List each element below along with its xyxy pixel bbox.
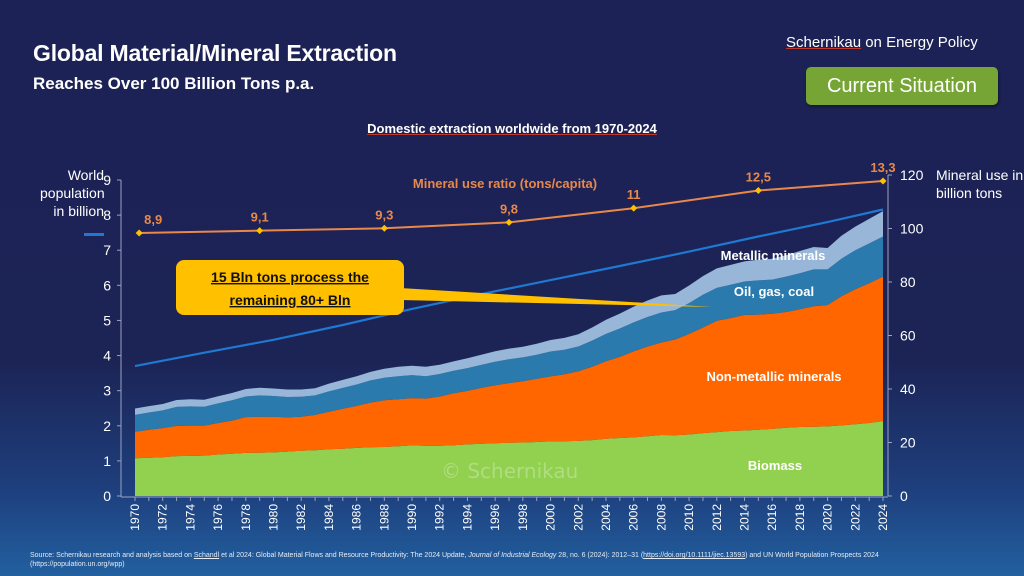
chart-title: Domestic extraction worldwide from 1970-…	[367, 121, 657, 136]
source-journal: Journal of Industrial Ecology	[468, 552, 557, 559]
x-tick-label: 1978	[239, 504, 253, 531]
lines: 8,9 9,1 9,3 9,8 11 12,5 13,3 Mineral use ratio …	[134, 160, 896, 368]
ratio-data-label: 13,3	[870, 160, 895, 175]
x-tick-label: 1994	[460, 504, 474, 531]
x-tick-label: 1974	[183, 504, 197, 531]
stacked-areas	[135, 211, 883, 496]
x-tick-label: 2012	[710, 504, 724, 531]
ratio-data-label: 9,8	[500, 201, 518, 216]
left-tick-label: 4	[103, 348, 111, 364]
population-line	[134, 208, 884, 368]
right-tick-label: 40	[900, 381, 916, 397]
x-tick-label: 1970	[128, 504, 142, 531]
x-tick-label: 2000	[544, 504, 558, 531]
left-tick-label: 2	[103, 418, 111, 434]
page-subtitle: Reaches Over 100 Billion Tons p.a.	[33, 74, 315, 93]
source-details: 28, no. 6 (2024): 2012–31 (	[556, 552, 644, 559]
ratio-data-label: 9,1	[251, 210, 269, 225]
right-axis-label: Mineral use in billion tons	[936, 167, 1024, 201]
x-tick-label: 1990	[405, 504, 419, 531]
right-tick-label: 120	[900, 167, 924, 183]
ratio-marker	[380, 224, 388, 232]
ratio-marker	[879, 177, 887, 185]
ratio-data-label: 9,3	[375, 207, 393, 222]
x-tick-label: 2010	[682, 504, 696, 531]
x-tick-label: 2014	[737, 504, 751, 531]
x-tick-label: 1982	[294, 504, 308, 531]
x-tick-label: 2022	[848, 504, 862, 531]
area-labels: Metallic minerals Oil, gas, coal Non-metal…	[706, 248, 841, 473]
left-tick-label: 6	[103, 277, 111, 293]
callout: 15 Bln tons process the remaining 80+ Bl…	[176, 260, 712, 315]
x-tick-label: 1972	[156, 504, 170, 531]
callout-line-2: remaining 80+ Bln	[230, 292, 351, 308]
x-tick-label: 2024	[876, 504, 890, 531]
ratio-marker	[135, 229, 143, 237]
ratio-data-label: 12,5	[746, 169, 771, 184]
left-tick-label: 5	[103, 312, 111, 328]
ratio-marker	[505, 218, 513, 226]
page-title: Global Material/Mineral Extraction	[33, 40, 397, 66]
area-label: Non-metallic minerals	[706, 369, 841, 384]
ratio-data-label: 8,9	[144, 212, 162, 227]
callout-pointer	[400, 288, 712, 307]
ratio-data-label: 11	[627, 187, 641, 202]
source-line-2[interactable]: (https://population.un.org/wpp)	[30, 561, 125, 568]
current-situation-badge: Current Situation	[806, 67, 998, 105]
x-tick-label: 2004	[599, 504, 613, 531]
x-tick-label: 2008	[654, 504, 668, 531]
source-prefix: Source: Schernikau research and analysis…	[30, 552, 194, 559]
x-tick-label: 1998	[516, 504, 530, 531]
left-tick-label: 0	[103, 488, 111, 504]
left-tick-label: 7	[103, 242, 111, 258]
x-tick-label: 2018	[793, 504, 807, 531]
brand-name: Schernikau	[786, 34, 862, 51]
ratio-marker	[630, 204, 638, 212]
x-tick-label: 1992	[433, 504, 447, 531]
area-label: Biomass	[748, 458, 802, 473]
source-doi-link[interactable]: https://doi.org/10.1111/jiec.13593	[643, 552, 746, 559]
area-biomass	[135, 421, 883, 496]
right-tick-label: 20	[900, 435, 916, 451]
right-tick-label: 100	[900, 221, 924, 237]
x-tick-label: 2020	[821, 504, 835, 531]
right-tick-label: 80	[900, 274, 916, 290]
x-tick-label: 1988	[377, 504, 391, 531]
x-tick-label: 2006	[627, 504, 641, 531]
brand-rest: on Energy Policy	[861, 34, 978, 51]
ratio-marker	[754, 186, 762, 194]
brand-label: Schernikau on Energy Policy	[786, 34, 978, 51]
area-non-metallic-minerals	[135, 276, 883, 459]
source-suffix: ) and UN World Population Prospects 2024	[745, 552, 879, 559]
source-citation: Source: Schernikau research and analysis…	[30, 551, 1010, 569]
left-tick-label: 8	[103, 207, 111, 223]
watermark: © Schernikau	[441, 459, 578, 483]
right-tick-label: 60	[900, 328, 916, 344]
ratio-line-title: Mineral use ratio (tons/capita)	[413, 176, 597, 191]
area-label: Metallic minerals	[721, 248, 826, 263]
left-axis-label: World population in billion	[40, 167, 105, 219]
x-tick-label: 2016	[765, 504, 779, 531]
x-tick-label: 1980	[267, 504, 281, 531]
area-oil-gas-coal	[135, 236, 883, 432]
population-legend-swatch	[84, 233, 104, 236]
ratio-marker	[256, 227, 264, 235]
source-mid: et al 2024: Global Material Flows and Re…	[219, 552, 469, 559]
left-tick-label: 1	[103, 453, 111, 469]
x-tick-label: 2002	[571, 504, 585, 531]
area-label: Oil, gas, coal	[734, 284, 814, 299]
x-tick-label: 1984	[322, 504, 336, 531]
x-tick-label: 1986	[350, 504, 364, 531]
source-author: Schandl	[193, 552, 220, 559]
callout-line-1: 15 Bln tons process the	[211, 269, 369, 285]
axes: 0 1 2 3 4 5 6 7 8 9 0 20 40 60 80 100 120 1970 1972 1974 197…	[103, 167, 923, 531]
left-tick-label: 9	[103, 172, 111, 188]
callout-box	[176, 260, 404, 315]
x-tick-label: 1976	[211, 504, 225, 531]
right-tick-label: 0	[900, 488, 908, 504]
x-tick-label: 1996	[488, 504, 502, 531]
left-tick-label: 3	[103, 383, 111, 399]
